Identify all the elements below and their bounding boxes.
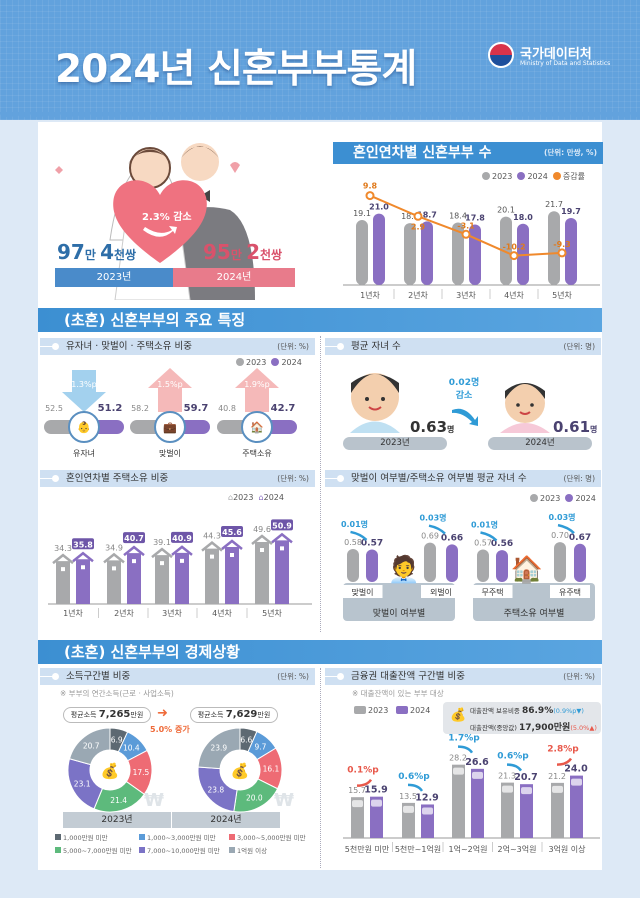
count-2024: 95만 2천쌍 [203, 240, 283, 264]
house-icon: ⌂ [258, 493, 264, 502]
header-wave [0, 112, 640, 124]
income-year-2023: 2023년 [63, 812, 171, 828]
avg-income-2024: 평균소득 7,629만원 [190, 707, 278, 723]
couples-chart-header: 혼인연차별 신혼부부 수 (단위: 만쌍, %) [333, 142, 603, 164]
legend-item: 7,000~10,000만원 미만 [139, 845, 229, 855]
income-legend: 1,000만원 미만 1,000~3,000만원 미만 3,000~5,000만원 … [55, 832, 325, 855]
year-pill-2023: 2023년 [343, 437, 447, 450]
year-pill-2024: 2024년 [488, 437, 592, 450]
heart-icon [113, 180, 207, 263]
arrow-right-icon: ➜ [157, 706, 168, 721]
avg-income-2023: 평균소득 7,265만원 [63, 707, 151, 723]
loan-median: 대출잔액(중앙값) 17,900만원(5.0%▲) [470, 723, 597, 733]
couples-legend: 2023 2024 증감률 [482, 171, 585, 182]
housing-legend: ⌂2023 ⌂2024 [228, 493, 284, 502]
income-subheader: 소득구간별 비중 (단위: %) [40, 668, 315, 685]
income-change: 5.0% 증가 [150, 725, 190, 734]
group-label-housing: 주택소유 여부별 [503, 609, 565, 619]
loan-note: ※ 대출잔액이 있는 부부 대상 [352, 689, 444, 698]
children-faces [350, 373, 550, 433]
logo-text: 국가데이터처 [520, 47, 592, 62]
section-header-economy: (초혼) 신혼부부의 경제상황 [38, 640, 602, 664]
divider [320, 668, 321, 868]
loan-info-box [443, 702, 601, 734]
children-change: 0.02명 감소 [448, 378, 480, 401]
children-legend: 2023 2024 [530, 494, 596, 503]
year-ribbon-2023: 2023년 [55, 268, 173, 287]
money-bag-icon: 💰 [450, 708, 467, 723]
group-label-work: 맞벌이 여부별 [372, 609, 426, 619]
income-note: ※ 부부의 연간소득(근로 · 사업소득) [60, 689, 174, 698]
year-ribbon-2024: 2024년 [173, 268, 295, 287]
ratios-subheader: 유자녀 · 맞벌이 · 주택소유 비중 (단위: %) [40, 338, 315, 355]
divider [320, 336, 321, 632]
children-status-subheader: 맞벌이 여부별/주택소유 여부별 평균 자녀 수 (단위: 명) [325, 470, 601, 487]
legend-item: 1,000만원 미만 [55, 832, 139, 842]
loan-subheader: 금융권 대출잔액 구간별 비중 (단위: %) [325, 668, 601, 685]
house-icon: ⌂ [228, 493, 234, 502]
section-header-features: (초혼) 신혼부부의 주요 특징 [38, 308, 602, 332]
logo-subtext: Ministry of Data and Statistics [520, 60, 611, 67]
page-title: 2024년 신혼부부통계 [55, 47, 417, 92]
hero-change: 2.3% 감소 [142, 212, 192, 223]
legend-item: 5,000~7,000만원 미만 [55, 845, 139, 855]
ratios-legend: 2023 2024 [236, 358, 302, 367]
taegeuk-logo-icon [488, 42, 514, 68]
loan-legend: 2023 2024 [354, 706, 430, 715]
legend-item: 3,000~5,000만원 미만 [229, 832, 319, 842]
header-banner [0, 0, 640, 120]
avg-children-subheader: 평균 자녀 수 (단위: 명) [325, 338, 601, 355]
housing-subheader: 혼인연차별 주택소유 비중 (단위: %) [40, 470, 315, 487]
avg-children-2023: 0.63명 [410, 418, 455, 436]
loan-share: 대출잔액 보유비중 86.9%(0.9%p▼) [470, 706, 584, 716]
income-year-2024: 2024년 [172, 812, 280, 828]
legend-item: 1억원 이상 [229, 845, 319, 855]
legend-item: 1,000~3,000만원 미만 [139, 832, 229, 842]
avg-children-2024: 0.61명 [553, 418, 598, 436]
count-2023: 97만 4천쌍 [57, 240, 137, 264]
